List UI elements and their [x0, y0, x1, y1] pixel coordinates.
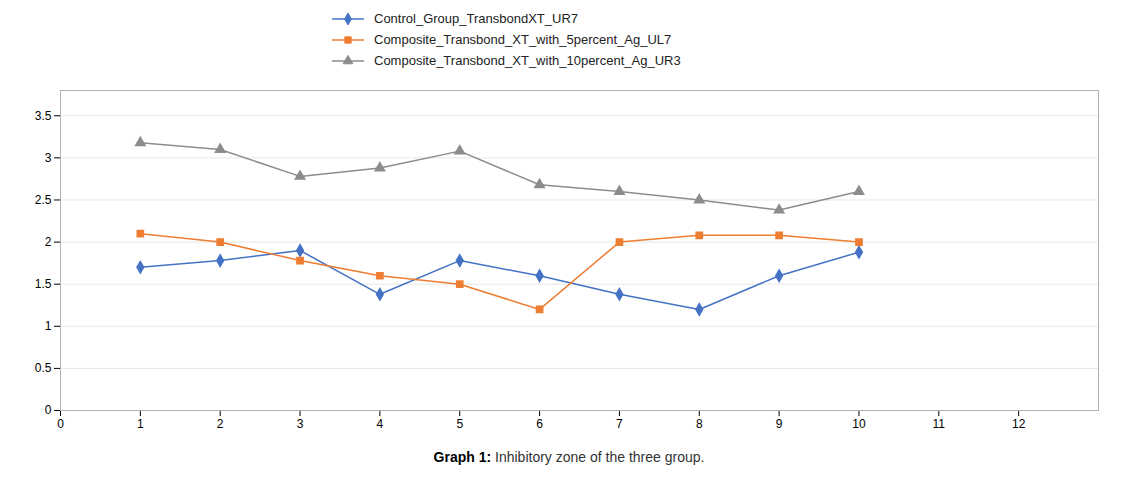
- svg-text:2: 2: [217, 417, 224, 431]
- svg-text:1: 1: [45, 319, 52, 333]
- svg-text:8: 8: [696, 417, 703, 431]
- svg-text:0.5: 0.5: [35, 361, 52, 375]
- svg-text:3: 3: [45, 151, 52, 165]
- svg-text:0: 0: [57, 417, 64, 431]
- svg-text:12: 12: [1012, 417, 1026, 431]
- svg-text:0: 0: [45, 403, 52, 417]
- svg-text:4: 4: [377, 417, 384, 431]
- html-text:Composite_Transbond_XT_with_10: Composite_Transbond_XT_with_10percent_Ag…: [374, 53, 681, 68]
- svg-text:7: 7: [616, 417, 623, 431]
- svg-text:3.5: 3.5: [35, 109, 52, 123]
- svg-text:3: 3: [297, 417, 304, 431]
- svg-text:6: 6: [536, 417, 543, 431]
- svg-text:1.5: 1.5: [35, 277, 52, 291]
- svg-text:5: 5: [456, 417, 463, 431]
- html-text:Composite_Transbond_XT_with_5p: Composite_Transbond_XT_with_5percent_Ag_…: [374, 32, 672, 47]
- svg-text:10: 10: [852, 417, 866, 431]
- svg-text:2: 2: [45, 235, 52, 249]
- svg-text:9: 9: [776, 417, 783, 431]
- html-text:Control_Group_TransbondXT_UR7: Control_Group_TransbondXT_UR7: [374, 11, 578, 26]
- html-text:Graph 1: Inhibitory zone of th: Graph 1: Inhibitory zone of the three gr…: [433, 449, 705, 465]
- svg-text:11: 11: [933, 417, 946, 431]
- svg-text:2.5: 2.5: [35, 193, 52, 207]
- svg-text:1: 1: [137, 417, 144, 431]
